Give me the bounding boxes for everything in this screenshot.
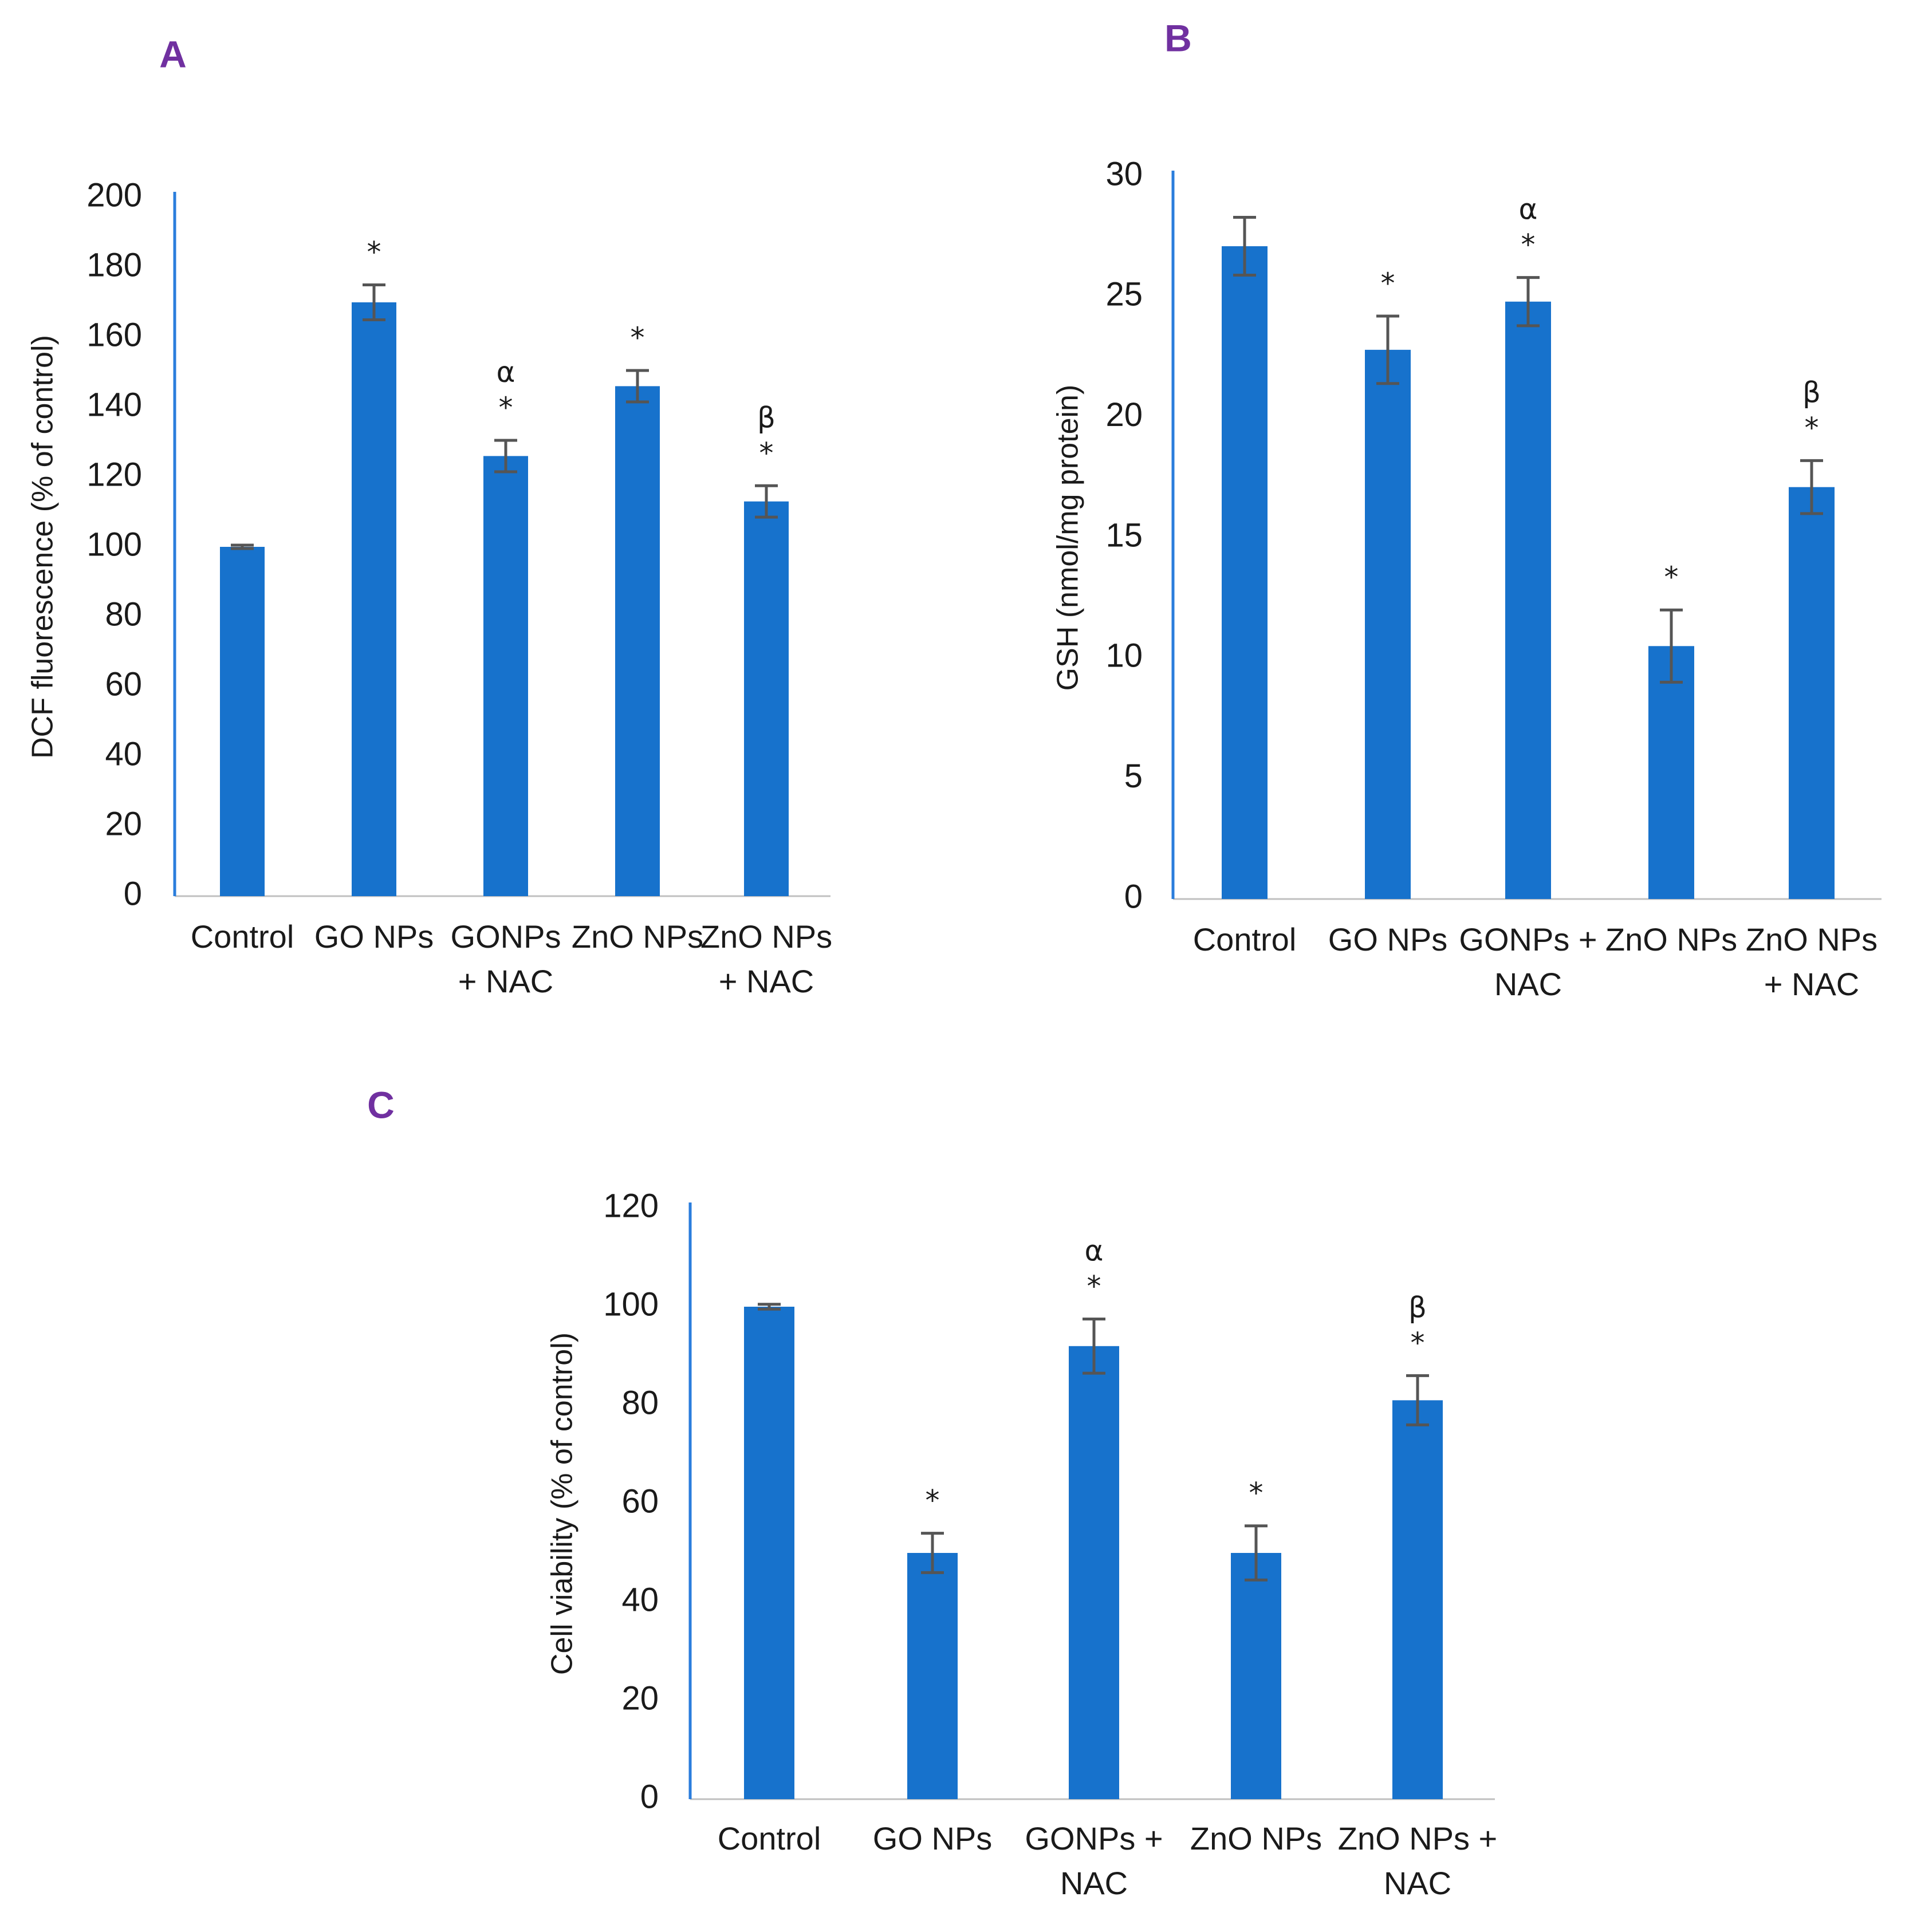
bar — [744, 1307, 794, 1799]
bar — [1392, 1400, 1443, 1799]
y-tick-label: 80 — [105, 596, 142, 633]
category-label: NAC — [1384, 1865, 1451, 1901]
y-tick-label: 0 — [124, 875, 142, 912]
category-label: ZnO NPs — [1746, 921, 1877, 957]
y-tick-label: 160 — [86, 316, 142, 353]
y-tick-label: 40 — [105, 735, 142, 772]
significance-symbol: β — [1802, 376, 1821, 409]
panel-a-chart: A 0 20 40 60 80 100 120 140 160 180 200 DCF fluoresc… — [26, 33, 832, 999]
y-tick-label: 80 — [621, 1384, 659, 1421]
category-label: GONPs + — [1025, 1820, 1163, 1856]
category-label: ZnO NPs + — [1338, 1820, 1498, 1856]
y-tick-label: 140 — [86, 386, 142, 423]
y-tick-label: 0 — [640, 1778, 659, 1815]
significance-symbol: α — [497, 356, 515, 389]
category-label: ZnO NPs — [1605, 921, 1737, 957]
significance-asterisk: * — [1805, 411, 1819, 444]
category-label: ZnO NPs — [1190, 1820, 1322, 1856]
bar — [615, 386, 660, 896]
category-label: GONPs + — [1459, 921, 1597, 957]
category-label: GONPs — [451, 918, 561, 955]
bar — [907, 1553, 958, 1799]
category-label: + NAC — [719, 963, 814, 999]
y-tick-label: 120 — [603, 1187, 659, 1224]
y-tick-label: 20 — [105, 805, 142, 842]
significance-asterisk: * — [1381, 267, 1395, 300]
y-tick-label: 30 — [1105, 155, 1143, 192]
significance-symbol: α — [1519, 193, 1538, 226]
bar — [1505, 301, 1551, 900]
category-label: ZnO NPs — [700, 918, 832, 955]
y-tick-label: 15 — [1105, 516, 1143, 554]
significance-asterisk: * — [1411, 1326, 1425, 1359]
y-tick-label: 100 — [603, 1286, 659, 1323]
significance-symbol: β — [757, 401, 776, 434]
bar — [1231, 1553, 1281, 1799]
significance-asterisk: * — [926, 1484, 940, 1517]
significance-asterisk: * — [1087, 1270, 1101, 1303]
significance-asterisk: * — [1664, 561, 1679, 594]
significance-asterisk: * — [759, 436, 774, 470]
bar — [1789, 487, 1835, 899]
category-label: Control — [718, 1820, 821, 1856]
category-label: Control — [1193, 921, 1297, 957]
category-label: GO NPs — [314, 918, 434, 955]
y-tick-label: 60 — [105, 665, 142, 703]
significance-asterisk: * — [1521, 228, 1536, 262]
y-tick-label: 10 — [1105, 637, 1143, 675]
bar — [220, 547, 265, 896]
significance-asterisk: * — [1249, 1477, 1264, 1510]
significance-asterisk: * — [367, 236, 381, 269]
y-axis-title: GSH (nmol/mg protein) — [1052, 385, 1085, 691]
panel-letter-a: A — [159, 33, 187, 75]
category-label: NAC — [1060, 1865, 1128, 1901]
y-tick-label: 20 — [1105, 396, 1143, 433]
significance-symbol: α — [1085, 1235, 1104, 1268]
bar — [1648, 646, 1694, 899]
y-axis-title: DCF fluorescence (% of control) — [26, 335, 60, 759]
panel-letter-b: B — [1164, 17, 1192, 59]
category-label: GO NPs — [873, 1820, 992, 1856]
bar — [1069, 1346, 1119, 1799]
category-label: + NAC — [1764, 966, 1860, 1002]
y-tick-label: 120 — [86, 456, 142, 493]
y-tick-label: 5 — [1124, 758, 1143, 795]
significance-asterisk: * — [631, 321, 645, 354]
category-label: NAC — [1494, 966, 1562, 1002]
y-tick-label: 100 — [86, 526, 142, 563]
bar — [352, 302, 396, 896]
y-tick-label: 60 — [621, 1482, 659, 1520]
y-tick-label: 180 — [86, 246, 142, 283]
panel-letter-c: C — [367, 1083, 395, 1126]
significance-symbol: β — [1408, 1291, 1427, 1324]
y-axis-title: Cell viability (% of control) — [546, 1332, 579, 1675]
category-label: ZnO NPs — [572, 918, 703, 955]
y-tick-label: 25 — [1105, 276, 1143, 313]
y-tick-label: 0 — [1124, 878, 1143, 915]
panel-b-chart: B 0 5 10 15 20 25 30 GSH (nmol/mg protein) Contro… — [1052, 17, 1882, 1002]
bar — [1222, 246, 1268, 899]
bar — [1365, 349, 1411, 899]
y-tick-label: 200 — [86, 176, 142, 214]
category-label: GO NPs — [1328, 921, 1447, 957]
bar — [483, 456, 528, 896]
y-tick-label: 20 — [621, 1679, 659, 1717]
category-label: + NAC — [458, 963, 554, 999]
panel-c-chart: C 0 20 40 60 80 100 120 Cell viability (% of con… — [367, 1083, 1497, 1901]
category-label: Control — [191, 918, 294, 955]
bar — [744, 501, 789, 896]
y-tick-label: 40 — [621, 1581, 659, 1618]
significance-asterisk: * — [499, 391, 513, 424]
